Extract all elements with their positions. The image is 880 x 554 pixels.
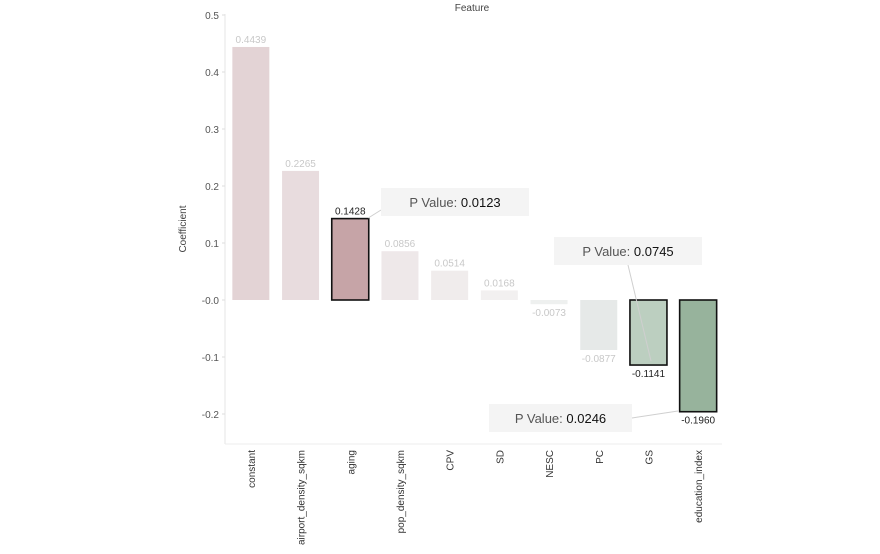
- bar-SD: [480, 290, 518, 300]
- value-label-airport_density_sqkm: 0.2265: [285, 159, 316, 170]
- value-label-constant: 0.4439: [236, 35, 267, 46]
- annotation-leader-GS: [627, 264, 652, 362]
- bar-CPV: [431, 270, 469, 300]
- y-tick-label: 0.4: [205, 68, 219, 79]
- value-label-NESC: -0.0073: [532, 308, 566, 319]
- value-label-education_index: -0.1960: [681, 416, 715, 427]
- category-label-PC: PC: [595, 450, 606, 464]
- annotation-leader-education_index: [631, 410, 679, 419]
- y-tick-label: -0.1: [202, 353, 220, 364]
- annotation-text-aging: P Value: 0.0123: [409, 195, 500, 210]
- y-tick-label: 0.2: [205, 182, 219, 193]
- value-label-GS: -0.1141: [632, 369, 666, 380]
- annotation-box-aging: [381, 188, 529, 216]
- category-label-pop_density_sqkm: pop_density_sqkm: [396, 450, 407, 533]
- annotation-label: P Value:: [515, 411, 567, 426]
- plot-area: 0.5 0.4 0.3 0.2 0.1 -0.0 -0.1 -0.2 0.4439 constan…: [202, 11, 722, 545]
- bar-pop_density_sqkm: [381, 251, 419, 300]
- annotation-leader-aging: [367, 209, 382, 219]
- bar-aging: [330, 217, 370, 301]
- category-label-aging: aging: [346, 450, 357, 474]
- annotation-value: 0.0123: [461, 195, 501, 210]
- bar-constant: [232, 46, 270, 300]
- chart-title: Feature: [455, 3, 490, 14]
- y-tick-label: 0.1: [205, 239, 219, 250]
- annotation-text-education_index: P Value: 0.0246: [515, 411, 606, 426]
- y-tick-label: -0.0: [202, 296, 220, 307]
- category-label-GS: GS: [644, 450, 655, 465]
- y-axis-label: Coefficient: [178, 205, 189, 252]
- category-label-NESC: NESC: [545, 450, 556, 478]
- category-label-CPV: CPV: [446, 450, 457, 471]
- annotation-label: P Value:: [582, 244, 634, 259]
- category-label-SD: SD: [495, 450, 506, 464]
- value-label-PC: -0.0877: [582, 354, 616, 365]
- y-tick-label: -0.2: [202, 410, 220, 421]
- bar-PC: [580, 300, 618, 350]
- value-label-SD: 0.0168: [484, 278, 515, 289]
- annotation-box-GS: [554, 237, 702, 265]
- value-label-pop_density_sqkm: 0.0856: [385, 239, 416, 250]
- value-label-aging: 0.1428: [335, 207, 366, 218]
- bar-airport_density_sqkm: [282, 170, 320, 300]
- annotation-label: P Value:: [409, 195, 461, 210]
- annotation-text-GS: P Value: 0.0745: [582, 244, 673, 259]
- value-label-CPV: 0.0514: [434, 259, 465, 270]
- y-tick-label: 0.3: [205, 125, 219, 136]
- bar-NESC: [530, 300, 568, 305]
- category-label-airport_density_sqkm: airport_density_sqkm: [297, 450, 308, 545]
- annotation-box-education_index: [489, 404, 632, 432]
- bar-education_index: [678, 299, 718, 413]
- category-label-constant: constant: [247, 450, 258, 488]
- annotation-value: 0.0246: [566, 411, 606, 426]
- y-tick-label: 0.5: [205, 11, 219, 22]
- annotation-value: 0.0745: [634, 244, 674, 259]
- category-label-education_index: education_index: [694, 450, 705, 523]
- bar-GS: [629, 299, 668, 366]
